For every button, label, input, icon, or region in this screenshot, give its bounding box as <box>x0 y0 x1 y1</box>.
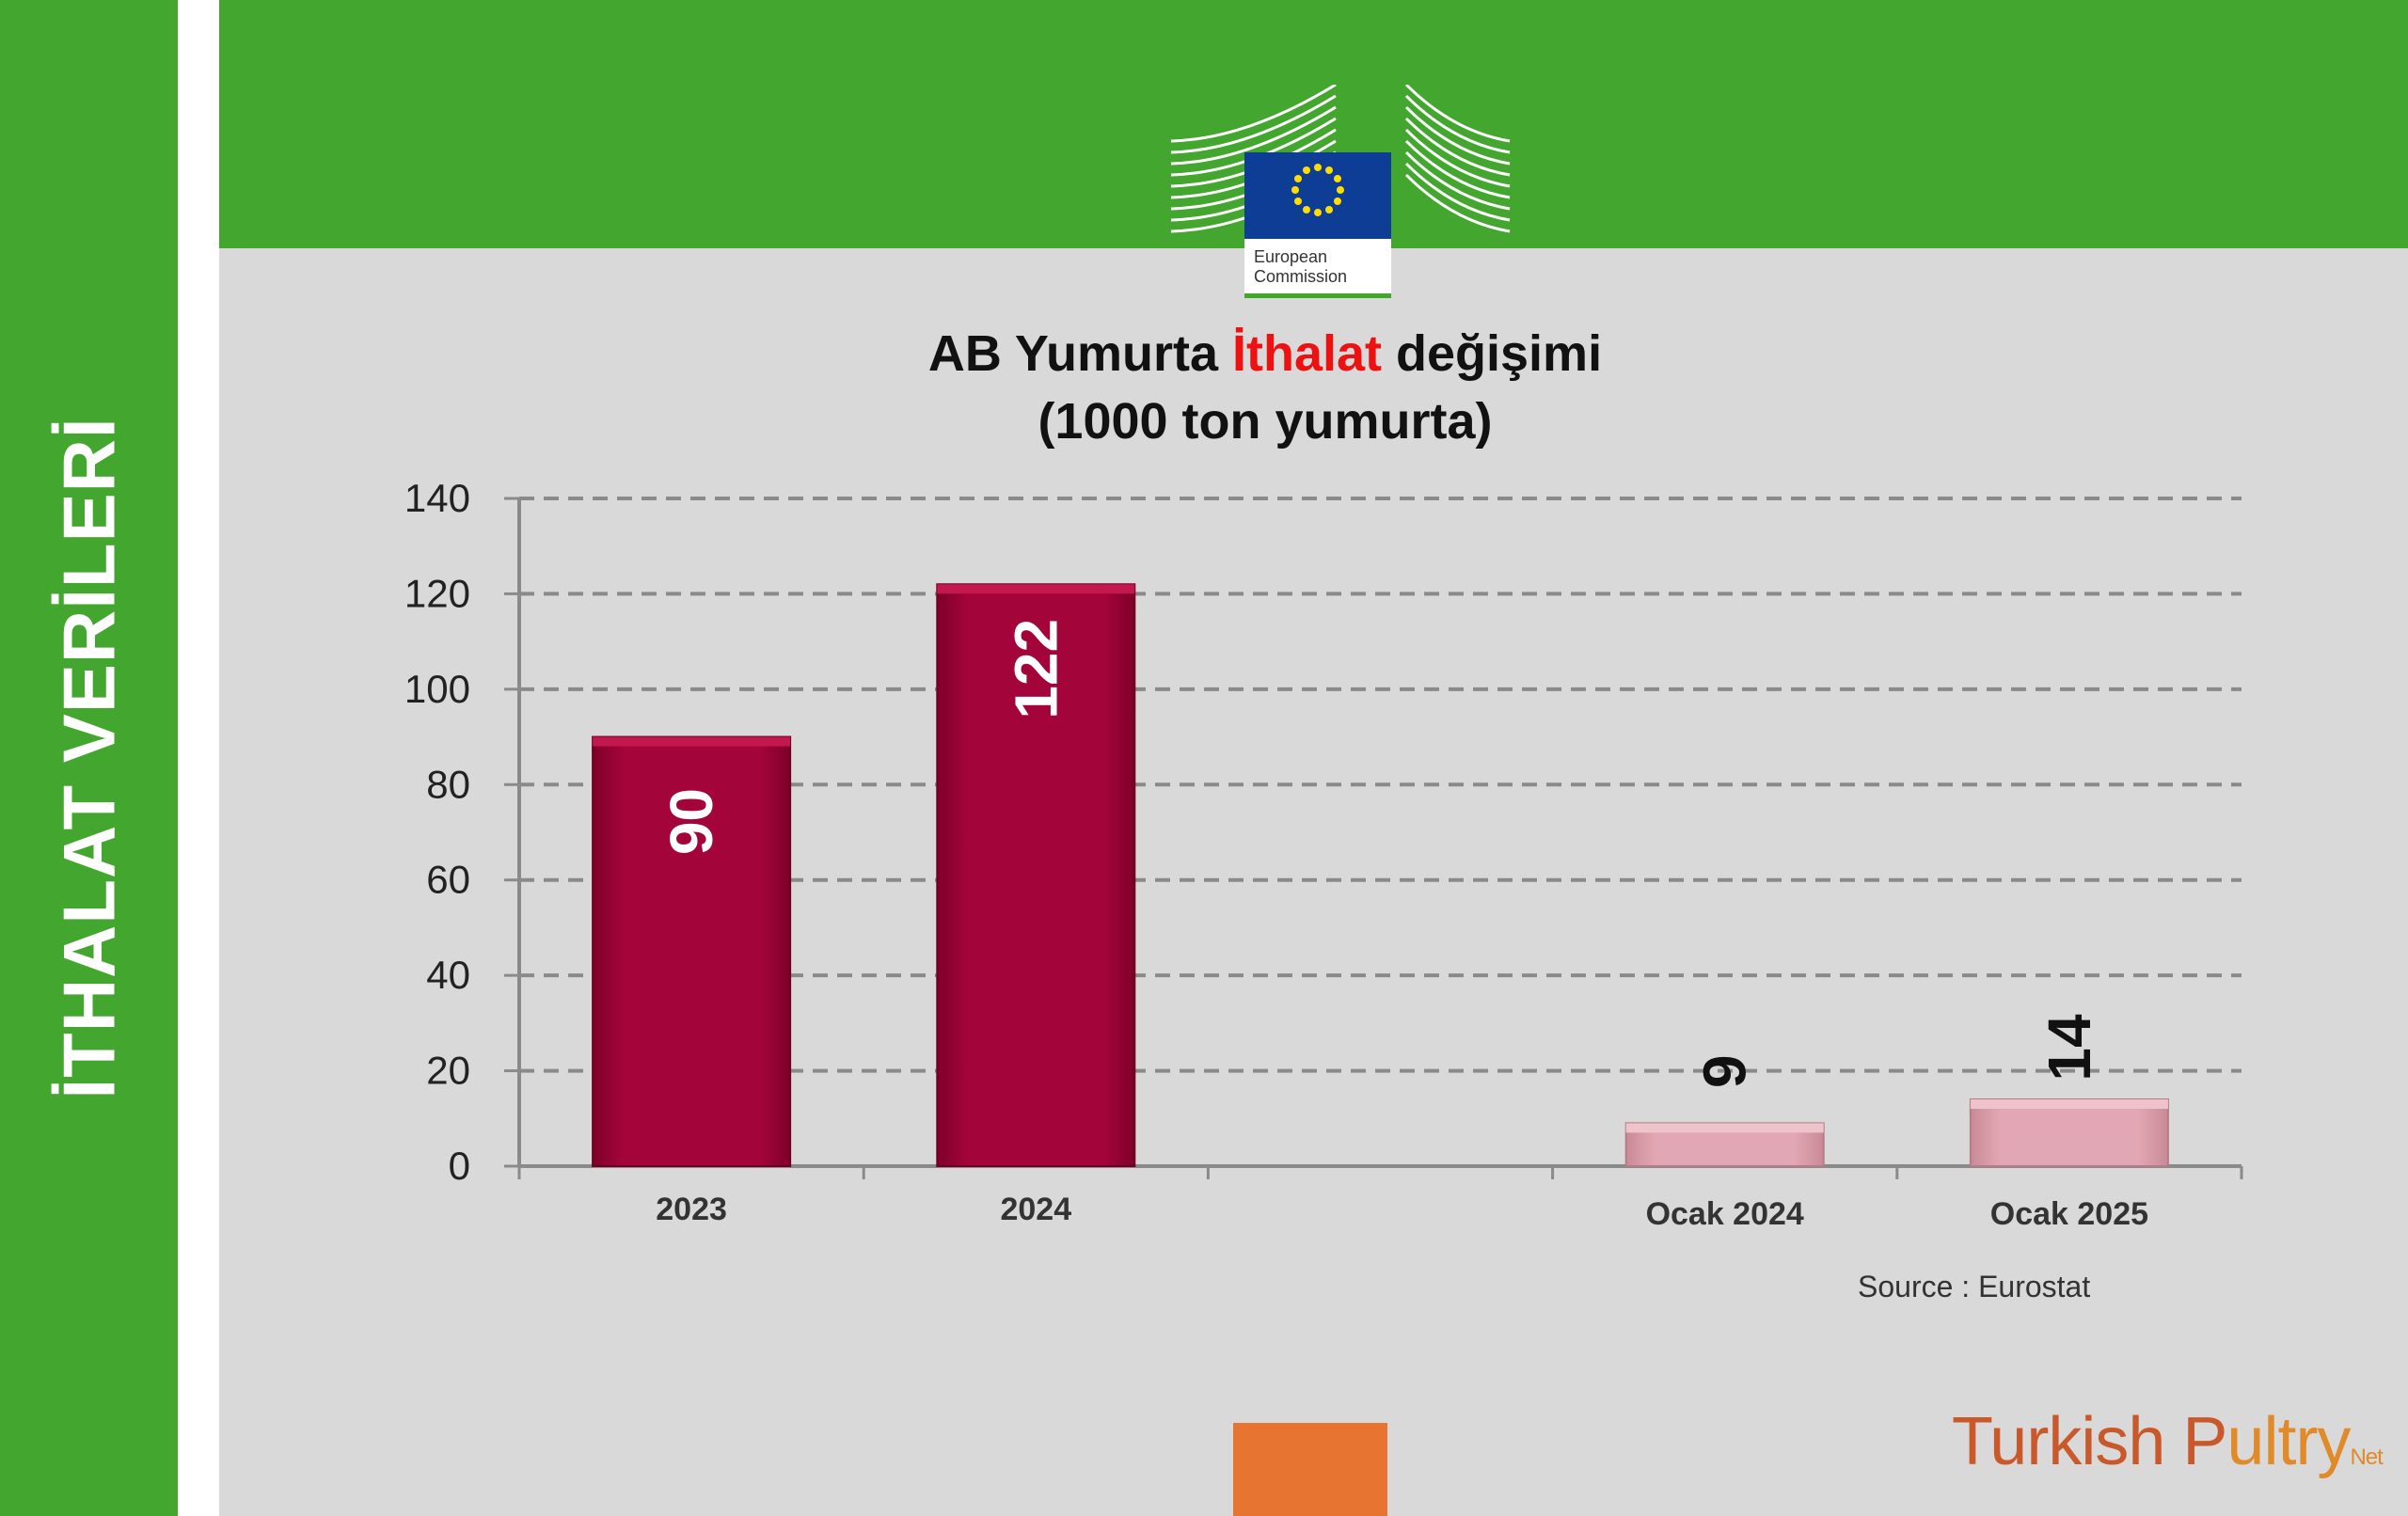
title-highlight: İthalat <box>1231 325 1383 382</box>
bar-top-highlight <box>1970 1099 2168 1109</box>
logo-text-line2: Commission <box>1254 267 1347 286</box>
x-category-label: Ocak 2025 <box>1990 1196 2148 1232</box>
title-post: değişimi <box>1382 325 1603 382</box>
bar-top-highlight <box>1625 1123 1824 1133</box>
title-pre: AB Yumurta <box>927 325 1232 382</box>
x-category-label: Ocak 2024 <box>1646 1196 1804 1232</box>
bar <box>592 735 792 1167</box>
orange-block <box>1233 1423 1387 1516</box>
chart-title-line1: AB Yumurta İthalat değişimi <box>795 320 1735 387</box>
bar-top-highlight <box>937 584 1135 594</box>
bar-top-highlight <box>593 736 791 747</box>
data-label: 122 <box>1002 619 1069 719</box>
x-category-label: 2023 <box>656 1192 727 1227</box>
eu-stars-icon <box>1291 164 1344 216</box>
labels: 0 20 40 60 80 100 120 140 90 2023 122 2024 9 Ocak 202… <box>404 476 2148 1232</box>
y-tick-label: 40 <box>426 953 470 997</box>
x-category-label: 2024 <box>1000 1192 1071 1227</box>
logo-green-strip <box>1244 293 1391 298</box>
logo-word-1: Turkish P <box>1952 1404 2227 1479</box>
european-commission-logo: European Commission <box>1171 85 1511 298</box>
bar <box>936 583 1136 1167</box>
y-tick-label: 80 <box>426 762 470 806</box>
logo-net: Net <box>2350 1445 2383 1470</box>
turkish-poultry-logo: Turkish PultryNet <box>1952 1403 2384 1480</box>
logo-right-fan <box>1404 85 1511 233</box>
data-label: 9 <box>1691 1055 1759 1089</box>
logo-text-line1: European <box>1254 247 1327 266</box>
y-tick-label: 60 <box>426 858 470 902</box>
y-tick-label: 20 <box>426 1049 470 1093</box>
left-side-bar <box>0 0 178 1516</box>
logo-word-2: ultry <box>2226 1404 2351 1479</box>
axes <box>504 497 2243 1179</box>
bars <box>592 583 2169 1168</box>
bar <box>1969 1098 2169 1167</box>
source-note: Source : Eurostat <box>1858 1270 2091 1303</box>
left-side-divider <box>178 0 219 1516</box>
y-tick-label: 100 <box>404 667 470 711</box>
y-tick-label: 140 <box>404 476 470 520</box>
data-label: 90 <box>657 788 725 855</box>
y-tick-label: 0 <box>449 1144 470 1188</box>
y-tick-label: 120 <box>404 571 470 615</box>
grid-lines <box>519 497 2242 1073</box>
data-label: 14 <box>2036 1014 2103 1082</box>
chart-title-line2: (1000 ton yumurta) <box>1038 393 1493 450</box>
chart-title: AB Yumurta İthalat değişimi (1000 ton yu… <box>795 320 1735 455</box>
